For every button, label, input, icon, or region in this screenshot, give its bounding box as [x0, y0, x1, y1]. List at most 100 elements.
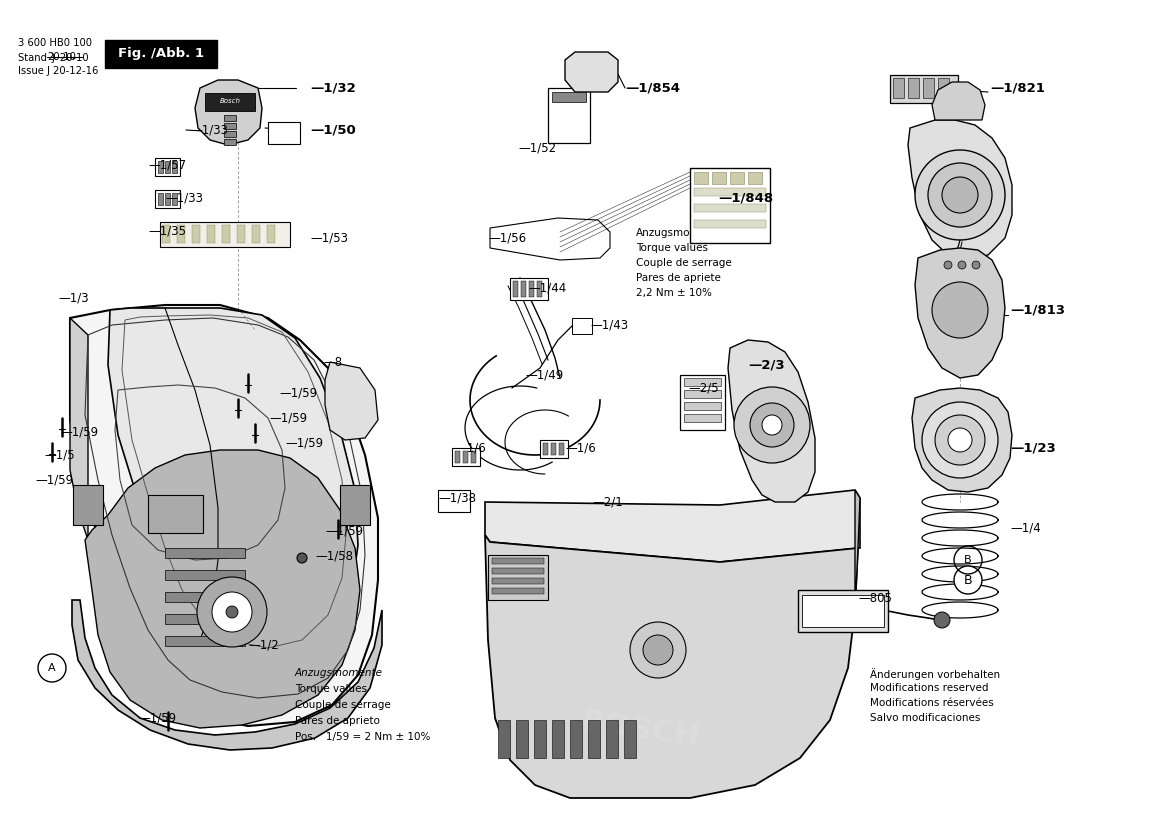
- Polygon shape: [485, 535, 858, 798]
- Bar: [192, 225, 200, 243]
- Polygon shape: [85, 450, 360, 728]
- Text: —1/59: —1/59: [269, 411, 307, 425]
- Text: —1/33: —1/33: [165, 192, 203, 205]
- Bar: [340, 485, 371, 525]
- Bar: [205, 93, 255, 111]
- Circle shape: [643, 635, 673, 665]
- Circle shape: [971, 261, 980, 269]
- Bar: [165, 614, 245, 624]
- Bar: [158, 161, 162, 173]
- Text: —1/813: —1/813: [1010, 303, 1065, 316]
- Bar: [684, 378, 721, 386]
- Text: —1/6: —1/6: [455, 442, 486, 454]
- Polygon shape: [70, 318, 88, 540]
- Text: —1/848: —1/848: [718, 192, 773, 205]
- Text: 3 600 HB0 100: 3 600 HB0 100: [18, 38, 92, 48]
- Bar: [684, 402, 721, 410]
- Text: —805: —805: [858, 591, 892, 605]
- Bar: [165, 570, 245, 580]
- Circle shape: [750, 403, 794, 447]
- Text: —1/59: —1/59: [60, 425, 98, 439]
- Text: —1/59: —1/59: [325, 525, 364, 538]
- Circle shape: [198, 577, 267, 647]
- Text: —1/38: —1/38: [438, 491, 476, 505]
- Bar: [534, 720, 546, 758]
- Text: —1/854: —1/854: [625, 82, 680, 94]
- Text: —1/50: —1/50: [310, 124, 355, 136]
- Bar: [165, 636, 245, 646]
- Bar: [572, 318, 592, 334]
- Text: Anzugsmomente: Anzugsmomente: [295, 668, 383, 678]
- Bar: [165, 592, 245, 602]
- Circle shape: [928, 163, 992, 227]
- Bar: [924, 78, 934, 98]
- Bar: [712, 172, 726, 184]
- Circle shape: [630, 622, 686, 678]
- Bar: [498, 720, 510, 758]
- Bar: [253, 225, 260, 243]
- Bar: [552, 92, 586, 102]
- Bar: [172, 161, 177, 173]
- FancyBboxPatch shape: [105, 40, 217, 68]
- Bar: [492, 588, 544, 594]
- Circle shape: [915, 150, 1005, 240]
- Text: Bosch: Bosch: [220, 98, 241, 104]
- Bar: [542, 443, 548, 455]
- Bar: [155, 190, 180, 208]
- Text: —1/6: —1/6: [565, 442, 596, 454]
- Bar: [224, 123, 236, 129]
- Text: —1/53: —1/53: [310, 231, 348, 244]
- Circle shape: [212, 592, 253, 632]
- Bar: [158, 193, 162, 205]
- Text: B: B: [964, 555, 971, 565]
- Circle shape: [954, 566, 982, 594]
- Text: —2/1: —2/1: [592, 496, 623, 509]
- Bar: [624, 720, 636, 758]
- Bar: [516, 720, 528, 758]
- Bar: [177, 225, 185, 243]
- Circle shape: [932, 282, 988, 338]
- Polygon shape: [912, 388, 1012, 492]
- Bar: [452, 448, 480, 466]
- Text: —1/59: —1/59: [35, 473, 74, 487]
- Text: Salvo modificaciones: Salvo modificaciones: [870, 713, 981, 723]
- Text: Couple de serrage: Couple de serrage: [295, 700, 390, 710]
- Circle shape: [959, 261, 966, 269]
- Circle shape: [297, 553, 307, 563]
- Circle shape: [948, 428, 971, 452]
- Text: A: A: [48, 663, 56, 673]
- Bar: [487, 555, 548, 600]
- Text: Stand } 20-10: Stand } 20-10: [18, 52, 89, 62]
- Text: —1/59: —1/59: [279, 387, 317, 400]
- Bar: [222, 225, 230, 243]
- Text: Pares de apriete: Pares de apriete: [636, 273, 721, 283]
- Circle shape: [945, 261, 952, 269]
- Text: —1/32: —1/32: [310, 82, 355, 94]
- Text: —2/5: —2/5: [689, 382, 719, 395]
- Bar: [606, 720, 618, 758]
- Bar: [165, 161, 170, 173]
- Text: Anzugsmomente: Anzugsmomente: [636, 228, 724, 238]
- Polygon shape: [908, 120, 1012, 260]
- Text: Issue J 20-12-16: Issue J 20-12-16: [18, 66, 98, 76]
- Text: —1/5: —1/5: [44, 449, 75, 462]
- Text: —1/821: —1/821: [990, 82, 1045, 94]
- Bar: [471, 451, 476, 463]
- Polygon shape: [485, 490, 860, 562]
- Bar: [908, 78, 919, 98]
- Bar: [893, 78, 904, 98]
- Polygon shape: [915, 248, 1005, 378]
- Text: BOSCH: BOSCH: [579, 707, 700, 752]
- Bar: [492, 578, 544, 584]
- Bar: [165, 193, 170, 205]
- Text: 20-10: 20-10: [47, 52, 76, 62]
- Bar: [537, 281, 542, 297]
- Bar: [690, 168, 770, 243]
- Bar: [521, 281, 526, 297]
- Polygon shape: [72, 600, 382, 750]
- Text: Pos.   1/59 = 2 Nm ± 10%: Pos. 1/59 = 2 Nm ± 10%: [295, 732, 430, 742]
- Bar: [172, 193, 177, 205]
- Text: —1/33: —1/33: [191, 124, 228, 136]
- Text: —1/56: —1/56: [487, 231, 526, 244]
- Bar: [237, 225, 245, 243]
